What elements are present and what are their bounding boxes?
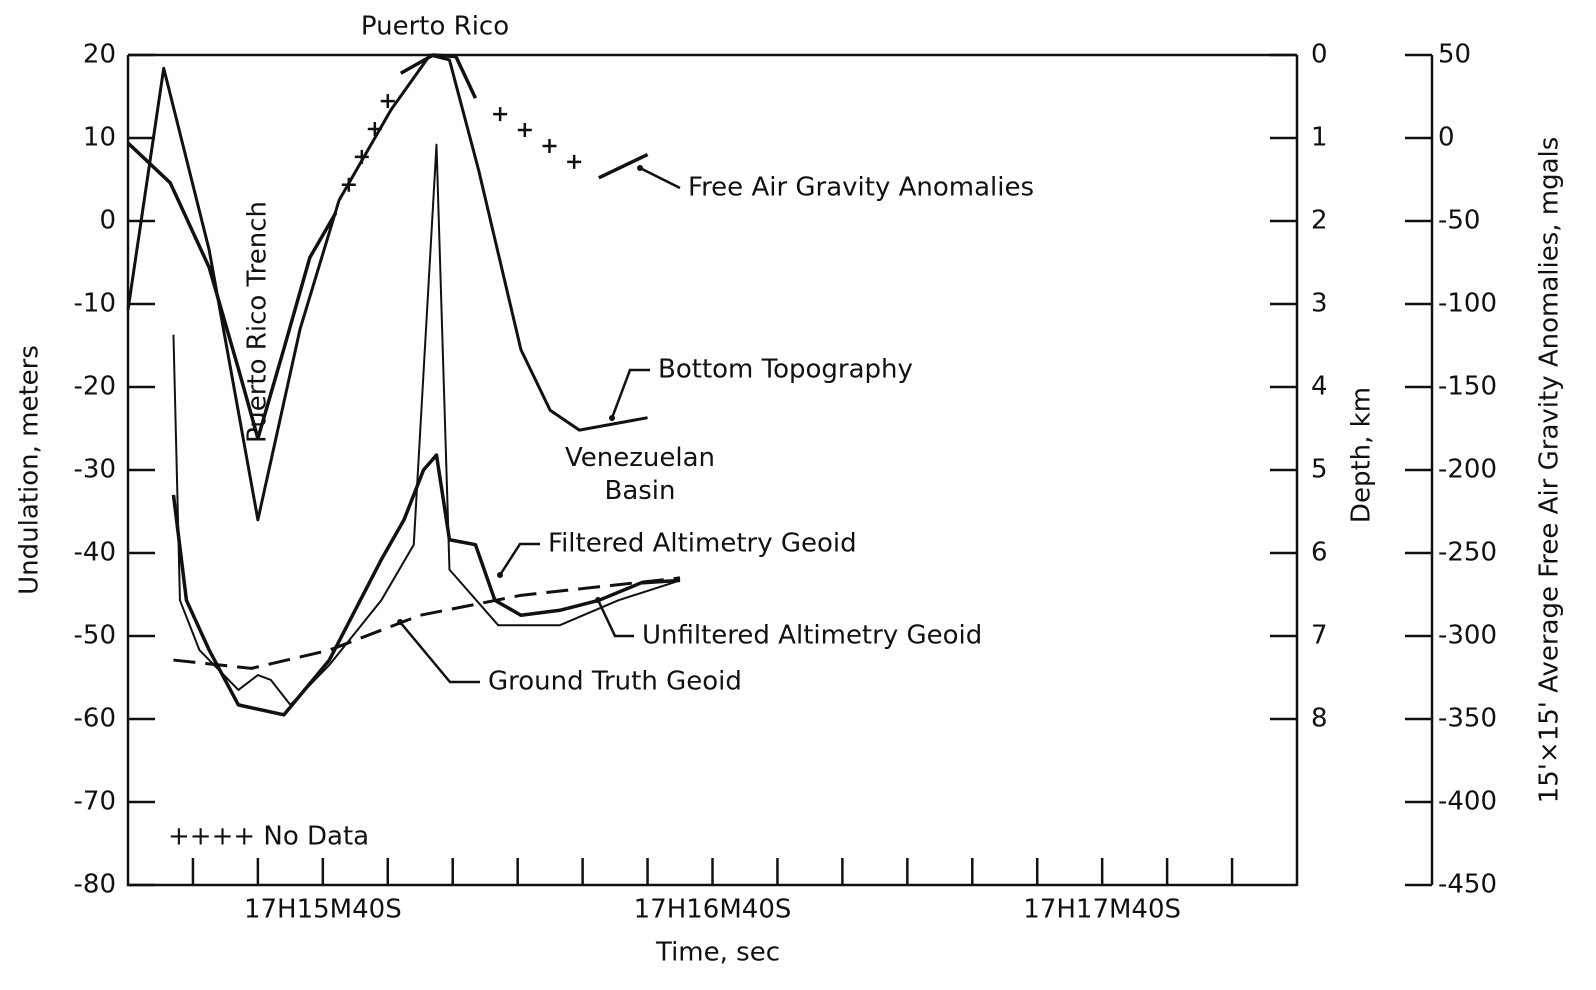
y3-tick-label: 0	[1438, 123, 1455, 153]
y3-tick-label: -300	[1438, 621, 1497, 651]
legend-label: Bottom Topography	[658, 355, 913, 385]
callout-head	[595, 597, 601, 603]
y3-tick-label: -100	[1438, 289, 1497, 319]
y-tick-label: -20	[74, 372, 116, 402]
y-tick-label: -80	[74, 870, 116, 900]
y-tick-label: -50	[74, 621, 116, 651]
no-data-marker	[542, 138, 557, 153]
y2-tick-label: 1	[1311, 123, 1328, 153]
series-line	[172, 143, 681, 706]
y2-tick-label: 6	[1311, 538, 1328, 568]
callout-head	[397, 619, 403, 625]
no-data-marker	[567, 154, 582, 169]
no-data-marker	[493, 107, 508, 122]
y-tick-label: -60	[74, 704, 116, 734]
no-data-marker	[380, 94, 395, 109]
callout-arrow	[639, 166, 681, 190]
no-data-marker	[517, 123, 532, 138]
y-tick-label: -40	[74, 538, 116, 568]
x-axis-label: Time, sec	[655, 938, 780, 968]
series-line	[173, 576, 681, 670]
y3-tick-label: -350	[1438, 704, 1497, 734]
y3-tick-label: -150	[1438, 372, 1497, 402]
y-tick-label: 10	[83, 123, 116, 153]
y-tick-label: -70	[74, 787, 116, 817]
series-line	[126, 53, 649, 441]
legend-label: Free Air Gravity Anomalies	[688, 173, 1034, 203]
y-tick-label: 0	[99, 206, 116, 236]
legend-label: Filtered Altimetry Geoid	[548, 529, 857, 559]
y2-tick-label: 5	[1311, 455, 1328, 485]
x-tick-label: 17H17M40S	[1023, 895, 1181, 925]
callout-arrow	[610, 368, 650, 419]
callout-head	[497, 572, 503, 578]
callout-arrow	[498, 542, 540, 576]
y-axis-label: Undulation, meters	[15, 345, 45, 595]
no-data-note: ++++ No Data	[168, 822, 369, 852]
callout-arrow	[596, 599, 634, 638]
y2-tick-label: 3	[1311, 289, 1328, 319]
y2-tick-label: 0	[1311, 40, 1328, 70]
y3-tick-label: -200	[1438, 455, 1497, 485]
y3-tick-label: -50	[1438, 206, 1480, 236]
y3-tick-label: -250	[1438, 538, 1497, 568]
annotation: Puerto Rico	[361, 12, 509, 42]
x-tick-label: 17H16M40S	[634, 895, 792, 925]
callout-head	[609, 415, 615, 421]
legend-label: Unfiltered Altimetry Geoid	[642, 621, 982, 651]
y3-axis-label: 15'×15' Average Free Air Gravity Anomali…	[1535, 137, 1565, 804]
y-tick-label: -30	[74, 455, 116, 485]
y2-tick-label: 7	[1311, 621, 1328, 651]
callout-arrow	[399, 621, 480, 684]
x-tick-label: 17H15M40S	[244, 895, 402, 925]
y2-tick-label: 8	[1311, 704, 1328, 734]
y-tick-label: -10	[74, 289, 116, 319]
callout-head	[637, 165, 643, 171]
annotation: Venezuelan Basin	[565, 443, 715, 506]
y3-tick-label: -450	[1438, 870, 1497, 900]
y3-tick-label: 50	[1438, 40, 1471, 70]
y2-axis-label: Depth, km	[1347, 387, 1377, 523]
series-line	[171, 453, 681, 717]
y2-tick-label: 2	[1311, 206, 1328, 236]
series-line	[126, 53, 648, 522]
y3-tick-label: -400	[1438, 787, 1497, 817]
y-tick-label: 20	[83, 40, 116, 70]
legend-label: Ground Truth Geoid	[488, 667, 742, 697]
y2-tick-label: 4	[1311, 372, 1328, 402]
